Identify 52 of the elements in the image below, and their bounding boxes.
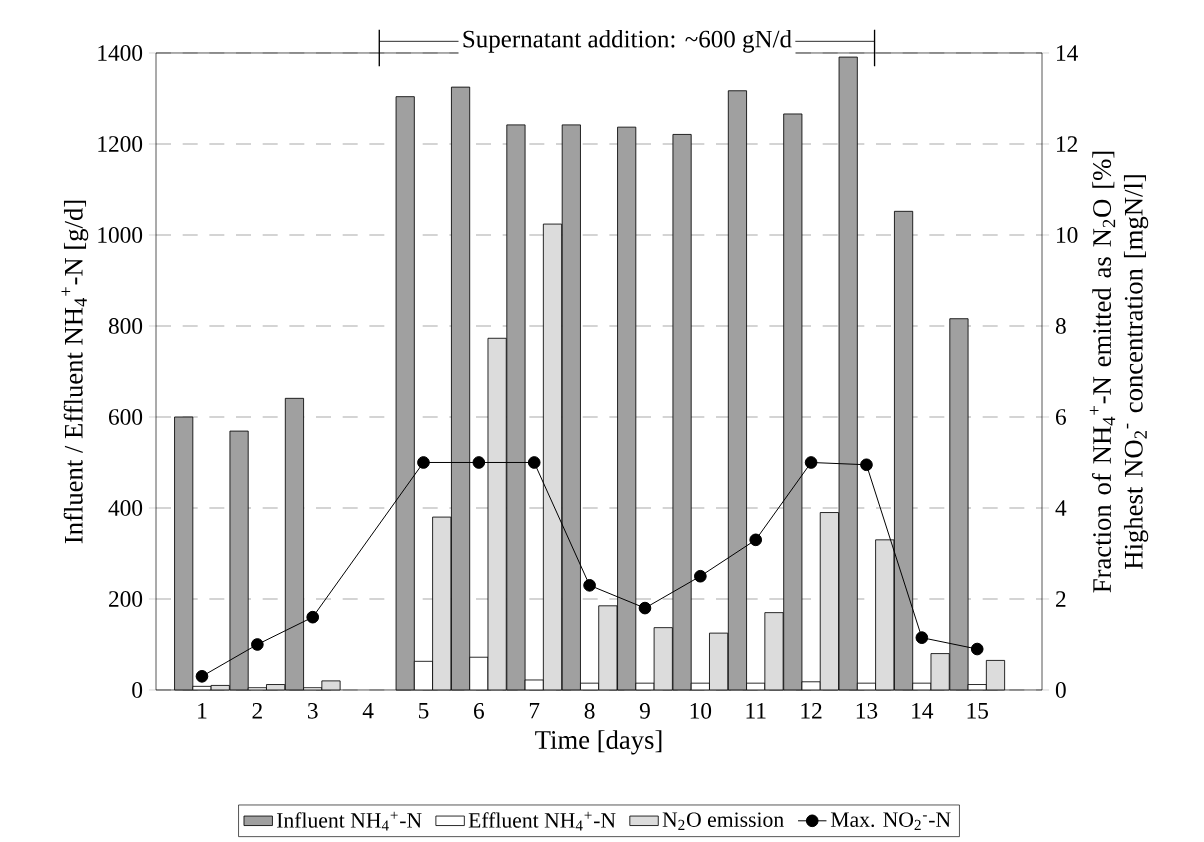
- point: [749, 533, 763, 547]
- y2-tick-label: 2: [1056, 591, 1066, 607]
- x-axis-title: Time [days]: [535, 730, 662, 755]
- x-tick-label: 13: [856, 702, 878, 719]
- point: [915, 631, 929, 644]
- y2-tick-label: 0: [1055, 682, 1066, 698]
- point: [527, 456, 541, 469]
- y-tick-label: 1400: [98, 45, 143, 61]
- point: [804, 456, 818, 469]
- legend-label: Max. NO$_{2}$$^{-}$-N: [830, 812, 951, 830]
- x-tick-label: 11: [746, 702, 766, 719]
- x-tick-label: 9: [639, 702, 650, 719]
- x-tick-label: 2: [252, 702, 262, 719]
- x-tick-label: 10: [690, 702, 712, 719]
- point: [694, 569, 707, 583]
- y2-tick-label: 6: [1056, 409, 1066, 425]
- y-tick-label: 1000: [98, 227, 143, 243]
- x-tick-label: 7: [529, 702, 540, 719]
- point: [860, 458, 873, 472]
- x-tick-label: 5: [418, 702, 429, 719]
- text: Supernatant addition: ~600 gN/d: [463, 29, 792, 53]
- x-tick-label: 6: [474, 702, 484, 719]
- x-tick-label: 12: [801, 702, 822, 719]
- point: [195, 670, 209, 683]
- y-axis-title: Influent / Effluent NH$_{4}$$^{+}$-N [g/d]: [61, 200, 89, 544]
- point: [251, 638, 264, 651]
- y-tick-label: 1200: [98, 136, 143, 152]
- legend-label: Influent NH$_{4}$$^{+}$-N: [276, 811, 422, 831]
- legend-label: N$_{2}$O emission: [662, 812, 784, 830]
- y2-tick-label: 8: [1055, 318, 1066, 334]
- point: [970, 642, 984, 656]
- x-tick-label: 3: [308, 702, 318, 719]
- y2-tick-label: 4: [1055, 500, 1067, 516]
- y-tick-label: 600: [109, 409, 143, 425]
- legend-label: Effluent NH$_{4}$$^{+}$-N: [468, 811, 616, 831]
- y-tick-label: 800: [108, 318, 143, 334]
- point: [638, 601, 652, 615]
- y-tick-label: 400: [108, 500, 143, 516]
- y-tick-label: 0: [132, 682, 143, 698]
- point: [472, 456, 486, 469]
- y2-tick-label: 10: [1057, 227, 1078, 243]
- point: [417, 456, 430, 469]
- x-tick-label: 8: [584, 702, 595, 719]
- x-tick-label: 1: [198, 702, 207, 719]
- y-tick-label: 200: [109, 591, 143, 607]
- x-tick-label: 15: [967, 702, 988, 719]
- x-tick-label: 4: [362, 702, 374, 719]
- y2-tick-label: 12: [1057, 136, 1078, 152]
- point: [583, 579, 596, 592]
- y2-tick-label: 14: [1057, 45, 1078, 61]
- point: [306, 610, 320, 624]
- x-tick-label: 14: [912, 702, 934, 719]
